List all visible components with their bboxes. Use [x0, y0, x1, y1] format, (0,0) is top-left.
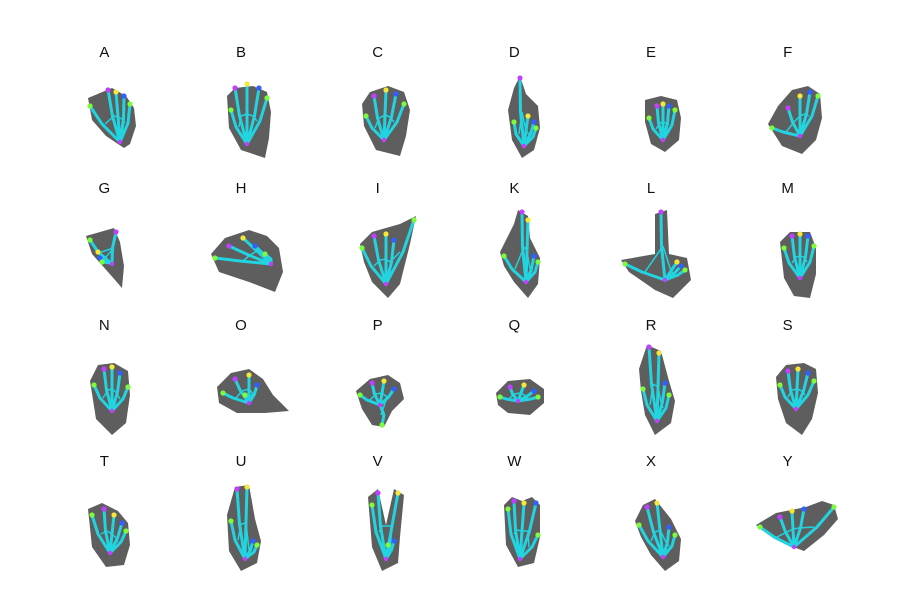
- hand-sign-l-icon: [620, 209, 691, 299]
- sign-cell: B: [187, 40, 324, 176]
- hand-sign-m-icon: [779, 231, 817, 299]
- sign-letter: P: [372, 316, 383, 334]
- sign-letter: G: [98, 180, 111, 198]
- hand-sign-r-icon: [638, 343, 675, 435]
- hand-sign-k-icon: [500, 209, 541, 299]
- sign-letter: S: [782, 316, 793, 334]
- sign-cell: N: [50, 313, 187, 449]
- sign-cell: S: [733, 313, 870, 449]
- sign-letter: A: [99, 44, 110, 61]
- sign-cell: U: [187, 449, 324, 585]
- hand-sign-w-icon: [504, 496, 541, 567]
- sign-letter: D: [508, 44, 520, 61]
- sign-cell: G: [50, 176, 187, 312]
- sign-letter: U: [235, 452, 247, 470]
- sign-letter: I: [375, 180, 380, 198]
- sign-cell: F: [733, 40, 870, 176]
- sign-letter: K: [509, 180, 520, 198]
- sign-letter: E: [645, 44, 656, 61]
- hand-sign-e-icon: [644, 96, 681, 152]
- hand-sign-u-icon: [226, 484, 261, 571]
- sign-letter: F: [783, 44, 793, 61]
- hand-sign-g-icon: [86, 228, 125, 289]
- sign-letter: V: [372, 452, 383, 470]
- hand-sign-v-icon: [367, 488, 404, 571]
- hand-sign-f-icon: [767, 86, 822, 154]
- sign-letter: R: [645, 316, 657, 334]
- sign-letter: M: [781, 180, 794, 198]
- sign-cell: X: [597, 449, 734, 585]
- sign-letter: C: [372, 44, 384, 61]
- hand-sign-n-icon: [90, 362, 131, 435]
- sign-cell: K: [460, 176, 597, 312]
- sign-cell: V: [323, 449, 460, 585]
- sign-cell: I: [323, 176, 460, 312]
- sign-letter: T: [99, 452, 109, 470]
- hand-sign-y-icon: [755, 500, 838, 551]
- sign-cell: E: [597, 40, 734, 176]
- sign-grid: A B C D E F G H I K L M N O P Q R S T U …: [50, 40, 870, 585]
- hand-sign-t-icon: [88, 502, 131, 567]
- hand-sign-h-icon: [210, 230, 283, 293]
- hand-sign-s-icon: [775, 362, 818, 435]
- sign-cell: M: [733, 176, 870, 312]
- sign-cell: Q: [460, 313, 597, 449]
- hand-sign-p-icon: [355, 374, 404, 428]
- sign-cell: R: [597, 313, 734, 449]
- sign-letter: Y: [782, 452, 793, 470]
- sign-letter: L: [646, 180, 656, 198]
- sign-letter: H: [235, 180, 247, 198]
- hand-sign-i-icon: [359, 216, 417, 299]
- sign-letter: B: [235, 44, 246, 61]
- sign-cell: T: [50, 449, 187, 585]
- sign-cell: L: [597, 176, 734, 312]
- sign-letter: W: [507, 452, 522, 470]
- hand-sign-a-icon: [87, 87, 137, 148]
- hand-sign-d-icon: [508, 75, 541, 158]
- sign-cell: P: [323, 313, 460, 449]
- sign-cell: O: [187, 313, 324, 449]
- sign-cell: Y: [733, 449, 870, 585]
- sign-cell: W: [460, 449, 597, 585]
- sign-cell: H: [187, 176, 324, 312]
- sign-letter: O: [235, 316, 247, 334]
- hand-sign-b-icon: [226, 81, 271, 158]
- sign-cell: C: [323, 40, 460, 176]
- hand-sign-q-icon: [496, 378, 545, 415]
- hand-sign-o-icon: [216, 368, 289, 413]
- sign-cell: D: [460, 40, 597, 176]
- sign-cell: A: [50, 40, 187, 176]
- hand-sign-x-icon: [634, 498, 681, 571]
- sign-letter: N: [98, 316, 110, 334]
- hand-sign-c-icon: [361, 86, 410, 156]
- sign-letter: X: [645, 452, 656, 470]
- sign-letter: Q: [508, 316, 521, 334]
